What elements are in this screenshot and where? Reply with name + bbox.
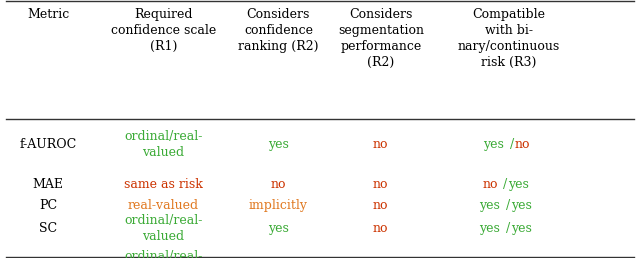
Text: yes: yes xyxy=(511,199,532,212)
Text: same as risk: same as risk xyxy=(124,178,203,191)
Text: ordinal/real-
valued: ordinal/real- valued xyxy=(124,250,202,258)
Text: no: no xyxy=(483,178,498,191)
Text: Considers
confidence
ranking (R2): Considers confidence ranking (R2) xyxy=(238,8,319,53)
Text: MAE: MAE xyxy=(33,178,63,191)
Text: Compatible
with bi-
nary/continuous
risk (R3): Compatible with bi- nary/continuous risk… xyxy=(458,8,560,69)
Text: Considers
segmentation
performance
(R2): Considers segmentation performance (R2) xyxy=(338,8,424,69)
Text: Metric: Metric xyxy=(27,8,69,21)
Text: real-valued: real-valued xyxy=(127,199,199,212)
Text: PC: PC xyxy=(39,199,57,212)
Text: no: no xyxy=(373,222,388,235)
Text: yes: yes xyxy=(479,222,500,235)
Text: no: no xyxy=(271,178,286,191)
Text: no: no xyxy=(373,138,388,151)
Text: yes: yes xyxy=(268,138,289,151)
Text: /: / xyxy=(502,178,507,191)
Text: no: no xyxy=(515,138,531,151)
Text: SC: SC xyxy=(39,222,57,235)
Text: no: no xyxy=(373,199,388,212)
Text: yes: yes xyxy=(268,222,289,235)
Text: yes: yes xyxy=(479,199,500,212)
Text: yes: yes xyxy=(511,222,532,235)
Text: ordinal/real-
valued: ordinal/real- valued xyxy=(124,130,202,159)
Text: yes: yes xyxy=(483,138,504,151)
Text: /: / xyxy=(506,222,510,235)
Text: /: / xyxy=(506,199,510,212)
Text: yes: yes xyxy=(508,178,529,191)
Text: ordinal/real-
valued: ordinal/real- valued xyxy=(124,214,202,243)
Text: f-AUROC: f-AUROC xyxy=(19,138,77,151)
Text: /: / xyxy=(509,138,514,151)
Text: no: no xyxy=(373,178,388,191)
Text: Required
confidence scale
(R1): Required confidence scale (R1) xyxy=(111,8,216,53)
Text: implicitly: implicitly xyxy=(249,199,308,212)
